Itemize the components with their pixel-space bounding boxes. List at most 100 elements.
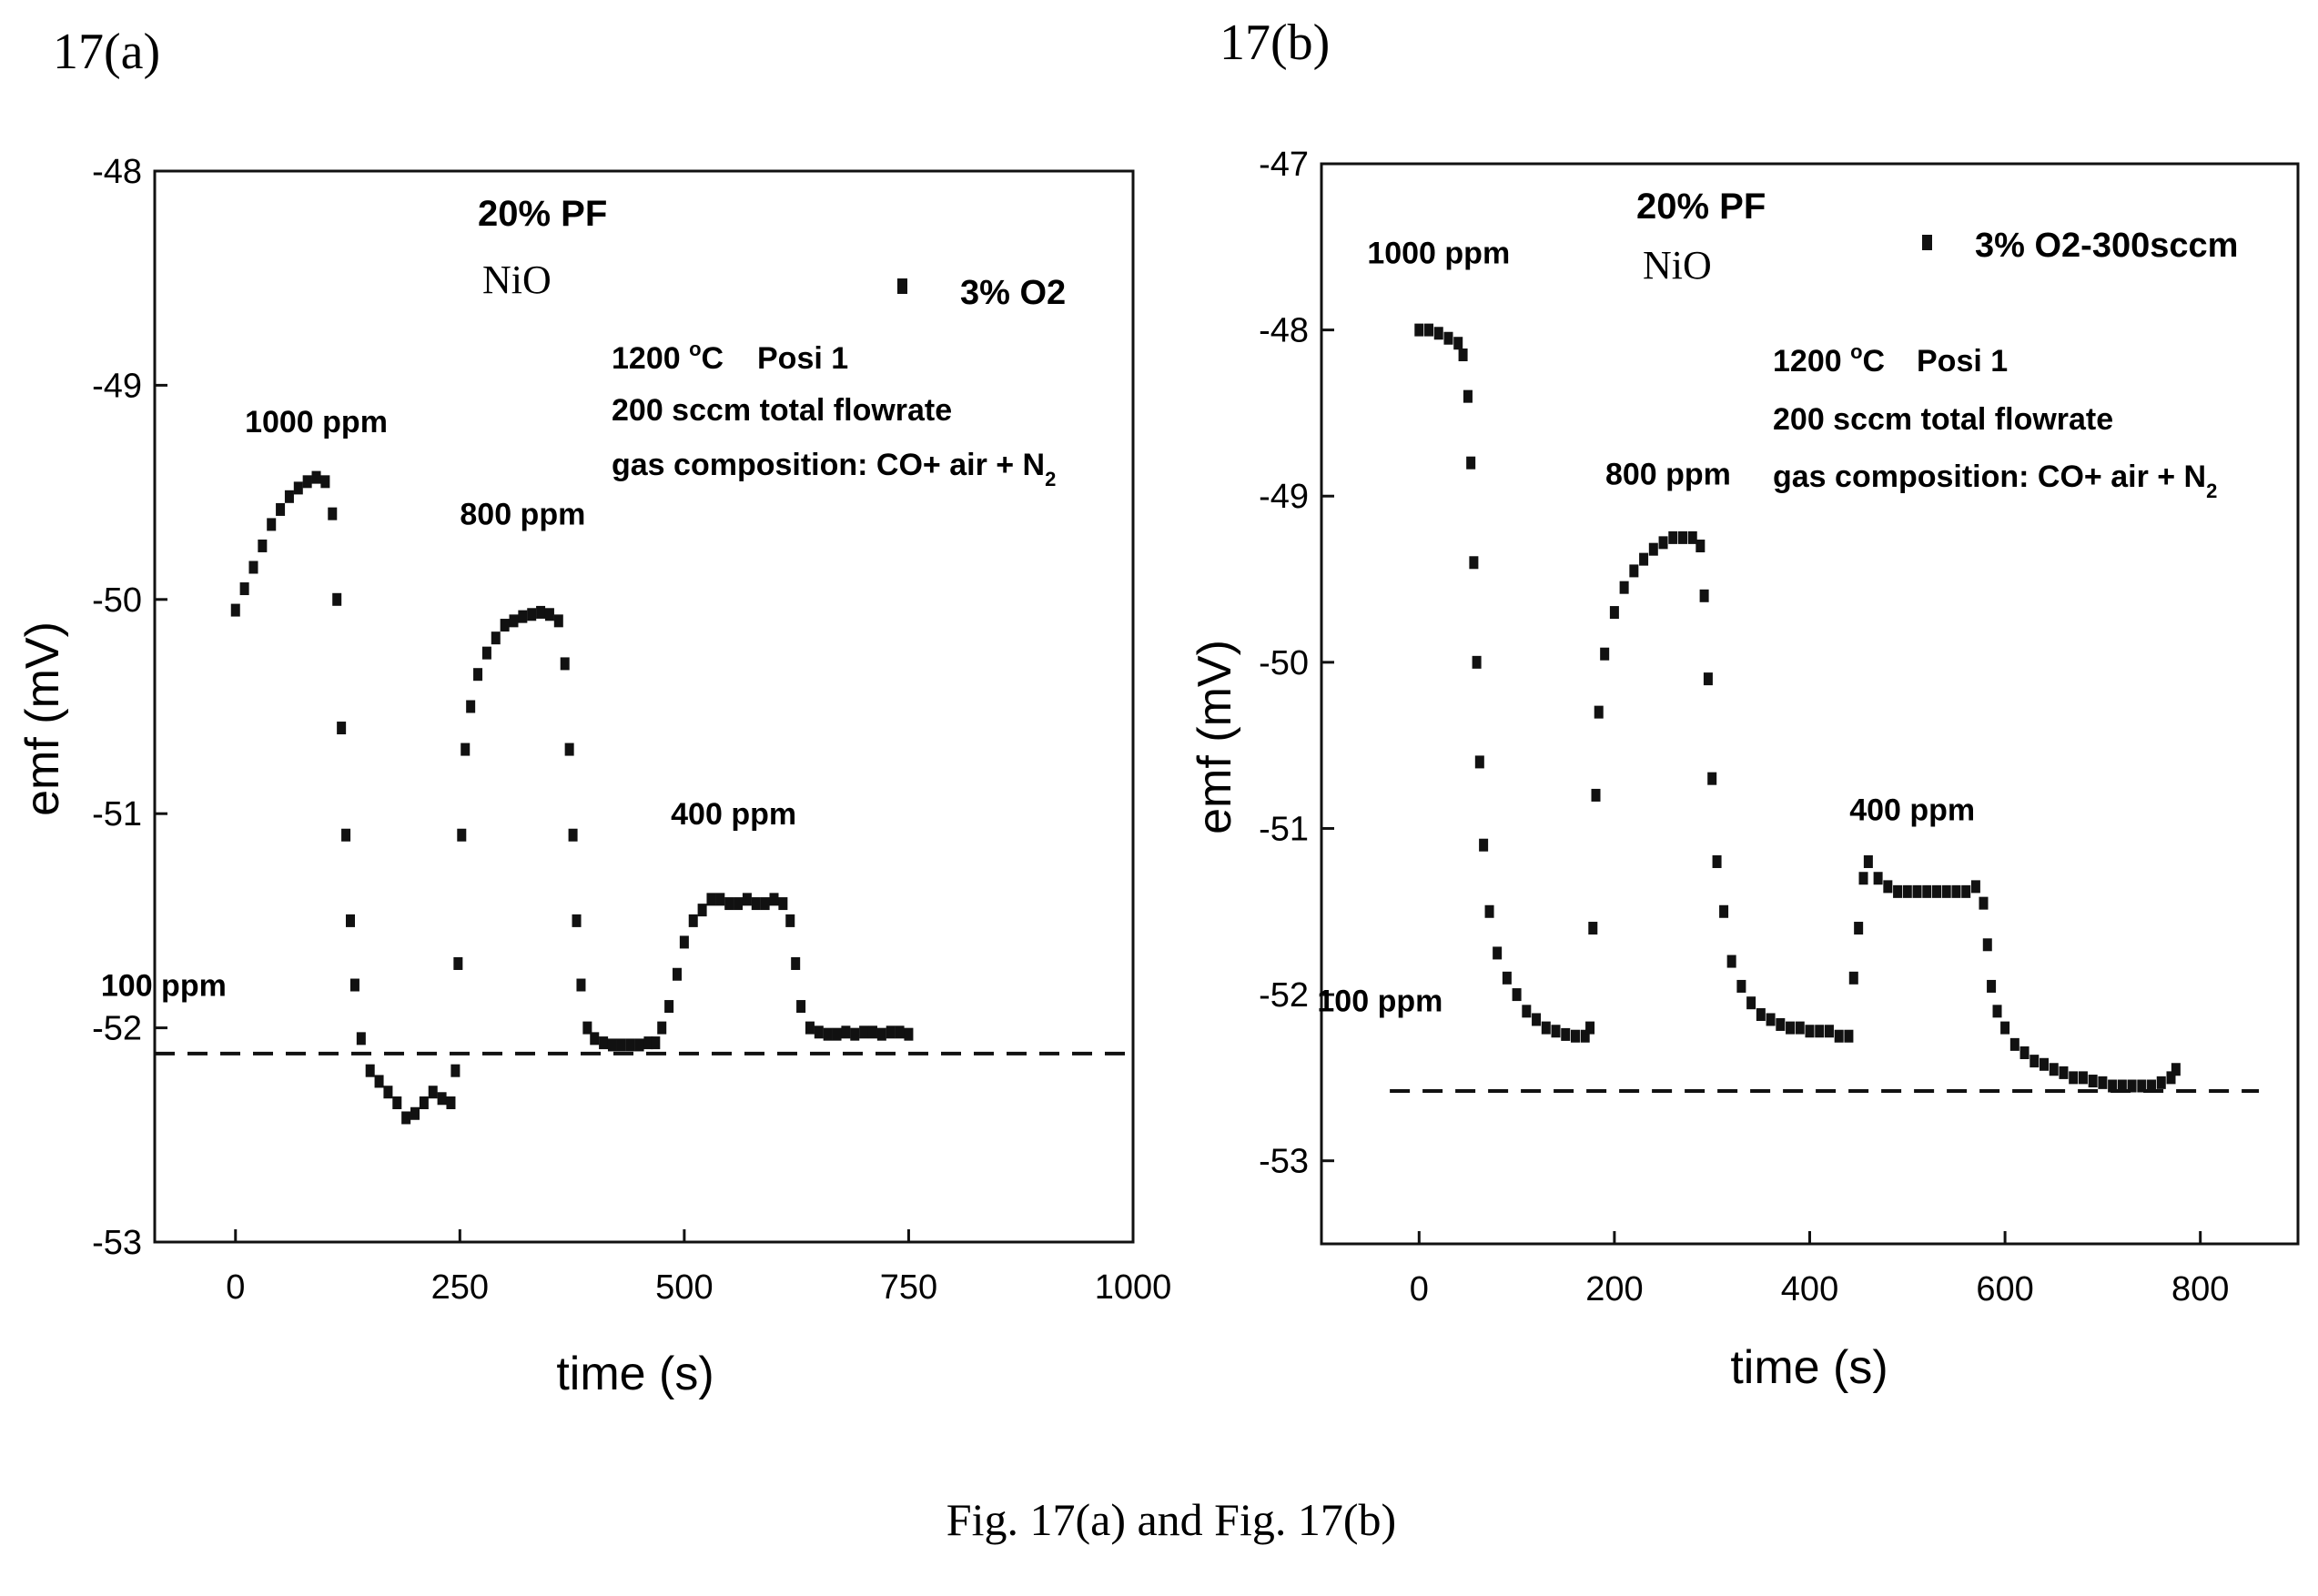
plot-frame-a bbox=[153, 169, 1135, 1244]
data-point-a bbox=[284, 490, 294, 503]
data-point-b bbox=[1703, 672, 1713, 686]
data-point-b bbox=[2137, 1079, 2147, 1093]
data-point-a bbox=[302, 475, 312, 489]
chart-panel-b: 0 200 400 600 800 -53 -52 -51 -50 -49 -48 -47 1000 … bbox=[1189, 146, 2300, 1394]
data-point-a bbox=[349, 978, 359, 992]
data-point-a bbox=[332, 592, 342, 606]
data-point-a bbox=[796, 1000, 806, 1014]
data-point-a bbox=[886, 1025, 896, 1039]
data-point-a bbox=[850, 1027, 860, 1041]
data-point-b bbox=[1609, 606, 1619, 620]
info-gas-text-a: gas composition: CO+ air + N bbox=[612, 448, 1045, 482]
annotation-label-a: 1000 ppm bbox=[245, 405, 388, 439]
x-tick-label-b: 0 bbox=[1410, 1270, 1429, 1308]
data-point-b bbox=[1424, 323, 1434, 337]
data-point-b bbox=[1854, 922, 1864, 935]
y-tick-label-a: -48 bbox=[92, 153, 142, 191]
data-point-b bbox=[1970, 880, 1980, 894]
data-point-a bbox=[599, 1036, 609, 1050]
data-point-b bbox=[1551, 1025, 1561, 1038]
axis-ticks-b: 0 200 400 600 800 -53 -52 -51 -50 -49 -48 -47 bbox=[1259, 146, 2229, 1308]
data-point-b bbox=[1863, 854, 1873, 868]
data-point-a bbox=[553, 614, 563, 628]
data-point-b bbox=[1493, 946, 1503, 960]
x-tick-label-a: 250 bbox=[431, 1268, 489, 1307]
y-tick-label-a: -50 bbox=[92, 581, 142, 620]
data-point-b bbox=[1474, 755, 1484, 769]
data-point-a bbox=[751, 897, 761, 911]
info-temp-unit-b: C bbox=[1863, 344, 1886, 379]
info-gas-a: gas composition: CO+ air + N2 bbox=[612, 448, 1056, 490]
data-point-b bbox=[1746, 996, 1756, 1010]
x-tick-label-a: 500 bbox=[655, 1268, 713, 1307]
data-point-b bbox=[1619, 581, 1629, 594]
data-point-a bbox=[664, 1000, 674, 1014]
data-point-a bbox=[672, 967, 682, 981]
data-point-b bbox=[1580, 1029, 1590, 1043]
data-series-a: 1000 ppm 800 ppm 400 ppm 100 ppm bbox=[101, 405, 1133, 1125]
data-point-b bbox=[1443, 331, 1453, 345]
data-point-b bbox=[1600, 647, 1610, 661]
data-point-b bbox=[1902, 884, 1912, 898]
data-point-a bbox=[572, 914, 582, 927]
data-point-b bbox=[1931, 884, 1941, 898]
data-point-b bbox=[1815, 1025, 1825, 1038]
data-point-a bbox=[518, 610, 528, 623]
data-point-b bbox=[1695, 540, 1706, 553]
data-point-a bbox=[527, 608, 537, 621]
data-point-a bbox=[461, 742, 471, 756]
data-point-b bbox=[1992, 1005, 2002, 1018]
y-tick-label-b: -49 bbox=[1259, 478, 1309, 516]
data-point-b bbox=[1786, 1021, 1796, 1035]
data-point-a bbox=[769, 893, 779, 906]
data-point-b bbox=[2059, 1066, 2069, 1079]
data-point-a bbox=[276, 502, 286, 516]
data-point-b bbox=[1707, 772, 1717, 785]
data-point-a bbox=[778, 897, 788, 911]
legend-marker-b bbox=[1922, 235, 1932, 250]
data-point-b bbox=[1648, 542, 1658, 556]
data-point-a bbox=[544, 608, 554, 621]
info-flow-b: 200 sccm total flowrate bbox=[1773, 402, 2113, 437]
data-point-b bbox=[1736, 979, 1746, 993]
data-point-a bbox=[832, 1027, 842, 1041]
data-point-b bbox=[1726, 955, 1736, 968]
data-point-b bbox=[1987, 979, 1997, 993]
data-point-b bbox=[1629, 564, 1639, 578]
data-point-a bbox=[576, 978, 586, 992]
y-tick-label-b: -50 bbox=[1259, 644, 1309, 682]
info-temp-degree-a: o bbox=[689, 338, 701, 360]
y-tick-label-b: -48 bbox=[1259, 312, 1309, 350]
data-point-a bbox=[481, 646, 491, 660]
x-tick-label-b: 800 bbox=[2171, 1270, 2229, 1308]
data-point-b bbox=[1719, 904, 1729, 918]
x-axis-title-b: time (s) bbox=[1730, 1341, 1888, 1394]
data-point-b bbox=[1658, 536, 1668, 550]
data-point-b bbox=[2069, 1071, 2079, 1085]
data-point-a bbox=[895, 1025, 905, 1039]
data-point-b bbox=[1844, 1029, 1854, 1043]
axis-ticks-a: 0 250 500 750 1000 -53 -52 -51 -50 -49 -48 bbox=[92, 153, 1171, 1307]
data-point-a bbox=[643, 1036, 653, 1050]
x-axis-title-a: time (s) bbox=[556, 1348, 714, 1400]
data-point-a bbox=[679, 935, 689, 949]
data-point-a bbox=[657, 1021, 667, 1035]
data-point-a bbox=[328, 507, 338, 520]
data-point-a bbox=[267, 518, 277, 531]
data-point-a bbox=[365, 1064, 375, 1077]
data-point-a bbox=[688, 914, 698, 927]
data-point-a bbox=[814, 1025, 824, 1039]
data-point-b bbox=[1453, 337, 1463, 350]
data-point-b bbox=[1699, 589, 1709, 602]
panel-b-label: 17(b) bbox=[1220, 15, 1330, 71]
data-point-b bbox=[1941, 884, 1951, 898]
info-temp-value-a: 1200 bbox=[612, 341, 689, 376]
x-tick-label-b: 200 bbox=[1585, 1270, 1643, 1308]
data-point-b bbox=[2030, 1055, 2040, 1068]
data-point-b bbox=[1678, 530, 1688, 544]
y-tick-label-a: -51 bbox=[92, 795, 142, 833]
info-temp-degree-b: o bbox=[1850, 340, 1862, 363]
data-point-b bbox=[2019, 1045, 2030, 1059]
data-point-b bbox=[2049, 1063, 2059, 1076]
